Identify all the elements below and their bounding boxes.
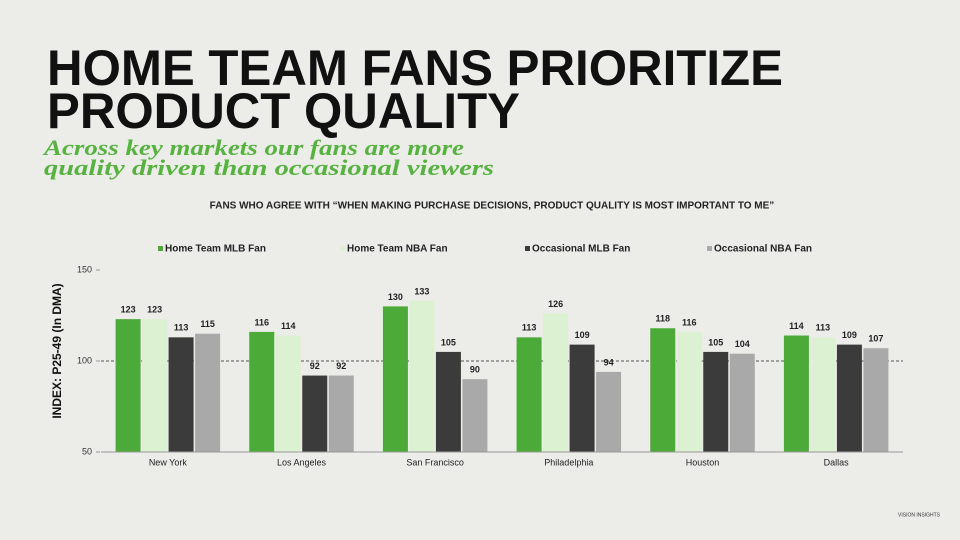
x-tick-label: San Francisco (406, 457, 464, 467)
legend-label: Occasional NBA Fan (714, 244, 812, 255)
chart-title: FANS WHO AGREE WITH “WHEN MAKING PURCHAS… (210, 201, 775, 212)
data-label: 90 (470, 365, 480, 375)
data-label: 113 (816, 323, 831, 333)
subtitle-line: quality driven than occasional viewers (44, 155, 494, 180)
bar (596, 371, 622, 452)
legend-swatch (340, 246, 345, 251)
data-label: 113 (522, 323, 537, 333)
bar (435, 351, 461, 452)
bar (168, 337, 194, 452)
y-axis-label: INDEX: P25-49 (In DMA) (50, 283, 64, 418)
bar (569, 344, 595, 452)
bar (115, 319, 141, 452)
bar (729, 353, 755, 452)
legend-swatch (158, 246, 163, 251)
subtitle-line: Across key markets our fans are more (42, 135, 465, 160)
data-label: 116 (682, 317, 697, 327)
bar (302, 375, 328, 452)
bar (382, 306, 408, 452)
data-label: 109 (842, 330, 857, 340)
y-tick-label: 50 (82, 446, 92, 456)
data-label: 105 (441, 337, 456, 347)
x-tick-label: New York (149, 457, 188, 467)
bar (328, 375, 354, 452)
x-tick-label: Los Angeles (277, 457, 327, 467)
bar (142, 319, 168, 452)
data-label: 109 (575, 330, 590, 340)
data-label: 123 (147, 305, 162, 315)
data-label: 107 (868, 334, 883, 344)
data-label: 114 (281, 321, 296, 331)
legend-label: Home Team NBA Fan (347, 244, 448, 255)
data-label: 114 (789, 321, 804, 331)
y-tick-label: 150 (77, 264, 92, 274)
data-label: 105 (708, 337, 723, 347)
data-label: 130 (388, 292, 403, 302)
data-label: 92 (336, 361, 346, 371)
bar (249, 331, 275, 452)
x-tick-label: Houston (686, 457, 720, 467)
bar (516, 337, 542, 452)
bar (650, 328, 676, 452)
y-tick-label: 100 (77, 355, 92, 365)
legend-swatch (707, 246, 712, 251)
title-line: PRODUCT QUALITY (47, 83, 520, 139)
bar (863, 348, 889, 452)
bar (462, 379, 488, 452)
bar (195, 333, 221, 452)
data-label: 94 (604, 357, 614, 367)
data-label: 104 (735, 339, 750, 349)
data-label: 133 (414, 286, 429, 296)
data-label: 113 (174, 323, 189, 333)
bar (543, 313, 569, 452)
legend-label: Home Team MLB Fan (165, 244, 266, 255)
data-label: 92 (310, 361, 320, 371)
logo: VISION INSIGHTS (898, 512, 941, 518)
bar (783, 335, 809, 452)
data-label: 118 (655, 314, 670, 324)
data-label: 116 (254, 317, 269, 327)
bar (703, 351, 729, 452)
data-label: 115 (200, 319, 215, 329)
legend-label: Occasional MLB Fan (532, 244, 630, 255)
bar (676, 331, 702, 452)
legend-swatch (525, 246, 530, 251)
bar (836, 344, 862, 452)
title-line: HOME TEAM FANS PRIORITIZE (47, 40, 783, 96)
x-tick-label: Dallas (824, 457, 850, 467)
bar (810, 337, 836, 452)
bar (275, 335, 301, 452)
bar (409, 300, 435, 452)
data-label: 123 (121, 305, 136, 315)
data-label: 126 (548, 299, 563, 309)
x-tick-label: Philadelphia (544, 457, 593, 467)
